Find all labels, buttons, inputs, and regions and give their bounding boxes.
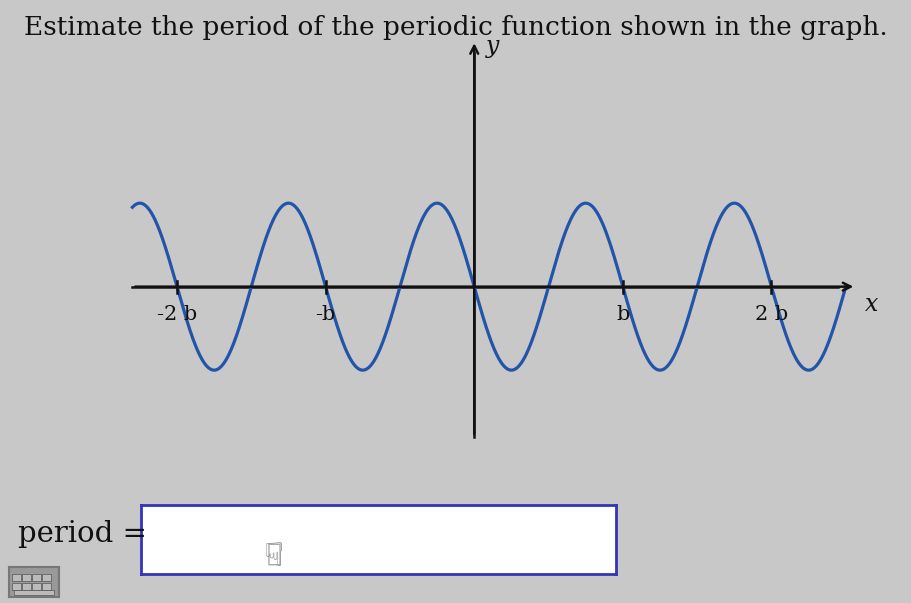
Bar <box>32 574 41 581</box>
Bar <box>22 574 31 581</box>
Text: x: x <box>865 293 877 317</box>
Bar <box>15 590 55 596</box>
Text: y: y <box>486 34 499 57</box>
Text: ☟: ☟ <box>263 540 284 573</box>
Bar <box>32 584 41 590</box>
Bar <box>42 584 51 590</box>
Text: Estimate the period of the periodic function shown in the graph.: Estimate the period of the periodic func… <box>24 15 887 40</box>
Text: -2 b: -2 b <box>157 305 197 324</box>
Text: 👍: 👍 <box>266 541 281 565</box>
Bar <box>22 584 31 590</box>
Text: 2 b: 2 b <box>754 305 787 324</box>
Bar <box>12 584 21 590</box>
Text: period =: period = <box>18 520 147 548</box>
Bar <box>12 574 21 581</box>
Bar <box>42 574 51 581</box>
Text: -b: -b <box>315 305 335 324</box>
Text: b: b <box>616 305 629 324</box>
